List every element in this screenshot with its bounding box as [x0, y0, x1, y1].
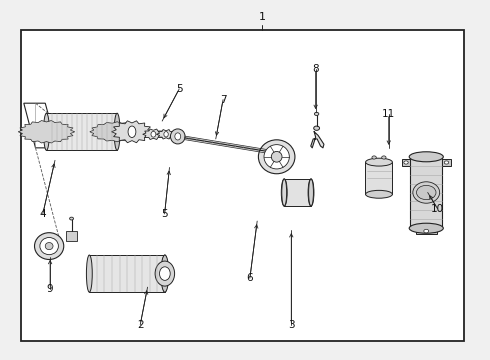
Ellipse shape [258, 140, 295, 174]
Ellipse shape [128, 126, 136, 138]
Ellipse shape [416, 185, 436, 200]
Ellipse shape [34, 233, 64, 260]
Text: 11: 11 [382, 109, 395, 119]
Ellipse shape [171, 129, 185, 144]
Text: 3: 3 [288, 320, 294, 330]
Bar [47, 113, 117, 150]
Bar [366, 162, 392, 194]
Text: 4: 4 [40, 209, 46, 219]
Ellipse shape [264, 145, 289, 169]
Bar [442, 159, 451, 166]
Ellipse shape [159, 267, 170, 280]
Polygon shape [24, 103, 57, 148]
Ellipse shape [151, 131, 156, 137]
Ellipse shape [161, 255, 169, 292]
Bar [416, 226, 437, 234]
Text: 5: 5 [161, 209, 168, 219]
Ellipse shape [409, 152, 443, 162]
Ellipse shape [404, 161, 408, 164]
Text: 1: 1 [259, 13, 266, 22]
Ellipse shape [366, 158, 392, 166]
Ellipse shape [271, 152, 282, 162]
Polygon shape [90, 122, 145, 142]
Ellipse shape [44, 113, 49, 150]
Ellipse shape [155, 261, 174, 286]
Ellipse shape [382, 156, 386, 159]
Ellipse shape [175, 133, 181, 140]
Ellipse shape [308, 179, 314, 206]
Ellipse shape [314, 126, 319, 130]
Ellipse shape [309, 179, 314, 206]
Ellipse shape [162, 255, 168, 292]
Text: 6: 6 [246, 273, 253, 283]
Ellipse shape [281, 179, 287, 206]
Polygon shape [311, 132, 324, 148]
Ellipse shape [315, 112, 319, 116]
Text: 7: 7 [220, 95, 226, 105]
Ellipse shape [413, 182, 440, 203]
Ellipse shape [70, 217, 74, 220]
Polygon shape [156, 130, 176, 139]
Ellipse shape [409, 223, 443, 233]
Bar [89, 255, 165, 292]
Ellipse shape [282, 179, 287, 206]
Text: 9: 9 [47, 284, 53, 294]
Bar [284, 179, 311, 206]
Polygon shape [112, 121, 152, 143]
Ellipse shape [424, 229, 429, 233]
Bar [411, 157, 442, 228]
Ellipse shape [40, 238, 58, 255]
Ellipse shape [372, 156, 376, 159]
Ellipse shape [164, 132, 168, 137]
Text: 5: 5 [176, 84, 183, 94]
Polygon shape [143, 129, 164, 140]
Ellipse shape [114, 113, 120, 150]
Polygon shape [18, 121, 74, 143]
Ellipse shape [444, 161, 449, 164]
Text: 8: 8 [312, 64, 319, 74]
Bar [66, 231, 77, 241]
Ellipse shape [366, 190, 392, 198]
Bar [402, 159, 411, 166]
Text: 10: 10 [431, 203, 444, 213]
Ellipse shape [45, 243, 53, 249]
Text: 2: 2 [137, 320, 144, 330]
Bar [21, 30, 464, 341]
Ellipse shape [86, 255, 92, 292]
